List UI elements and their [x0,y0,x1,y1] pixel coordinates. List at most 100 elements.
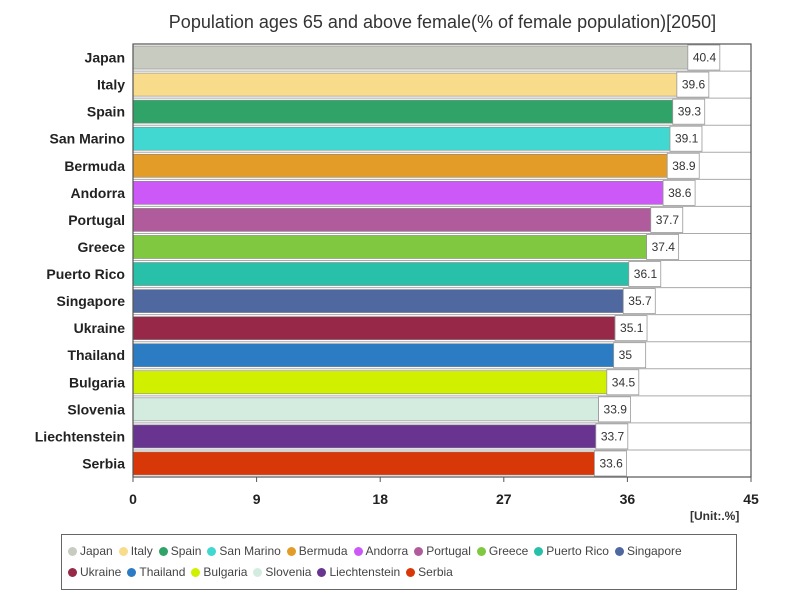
legend-item: Andorra [353,541,409,562]
legend-marker [353,547,363,556]
legend-marker [614,547,624,556]
value-label-box [613,342,647,369]
legend-item: Slovenia [253,562,311,583]
legend-marker [414,547,424,556]
legend-label: Greece [488,544,529,558]
unit-label: [Unit:.%] [690,509,740,523]
legend-marker [317,568,327,577]
value-label-box [622,288,656,315]
legend-label: Bulgaria [203,565,248,579]
category-label: Puerto Rico [46,266,125,282]
legend-label: San Marino [219,544,281,558]
category-label: Liechtenstein [35,428,125,444]
category-label: Greece [78,239,126,255]
bar [132,451,595,476]
legend-label: Thailand [139,565,186,579]
value-label: 39.1 [675,132,699,146]
bar [132,370,608,395]
legend-label: Puerto Rico [546,544,609,558]
value-label-box [666,152,700,179]
x-tick-label: 0 [129,491,137,507]
legend-label: Serbia [418,565,453,579]
value-label-box [614,315,648,342]
legend-item: Thailand [127,562,185,583]
legend-label: Slovenia [265,565,312,579]
bar [132,126,671,151]
value-label-box [650,206,684,233]
legend-marker [158,547,168,556]
legend-item: Portugal [414,541,471,562]
value-label: 39.6 [682,78,706,92]
legend-label: Bermuda [298,544,348,558]
bar [132,181,664,205]
value-label-box [594,450,627,477]
category-label: Spain [87,104,125,120]
value-label-box [687,44,721,71]
legend-item: Japan [68,541,113,562]
value-label: 38.9 [672,159,696,173]
legend-marker [476,547,486,556]
category-label: Portugal [68,212,125,228]
value-label-box [676,71,710,98]
x-tick-label: 36 [620,491,636,507]
bar [132,316,616,340]
value-label: 37.4 [652,240,676,254]
value-label-box [595,423,629,450]
bar [132,262,630,286]
legend-marker [207,547,217,556]
category-label: San Marino [50,131,125,147]
legend-label: Liechtenstein [329,565,401,579]
legend-marker [534,547,544,556]
legend-item: Greece [476,541,529,562]
value-label: 35.7 [628,294,652,308]
legend-item: San Marino [207,541,281,562]
bar [132,99,674,124]
value-label: 40.4 [693,51,717,65]
legend-marker [253,568,263,577]
chart-title: Population ages 65 and above female(% of… [168,12,717,32]
bar [132,153,668,178]
x-tick-label: 9 [253,491,261,507]
legend-item: Puerto Rico [534,541,609,562]
legend-marker [68,568,77,577]
legend-marker [118,547,128,556]
legend-marker [406,568,416,577]
category-label: Italy [97,77,125,93]
legend-label: Spain [170,544,202,558]
legend-label: Andorra [365,544,409,558]
bar [132,343,614,368]
legend-label: Singapore [626,544,682,558]
legend-label: Portugal [426,544,471,558]
legend-marker [68,547,77,556]
value-label: 34.5 [612,375,636,389]
legend-item: Serbia [406,562,453,583]
bar [132,289,624,313]
category-label: Bermuda [64,158,125,174]
value-label-box [598,396,631,423]
category-label: Bulgaria [69,374,125,390]
value-label: 33.6 [599,456,623,470]
legend-item: Bulgaria [191,562,247,583]
legend-item: Ukraine [68,562,121,583]
category-label: Serbia [82,455,125,471]
legend-item: Bermuda [286,541,348,562]
value-label: 37.7 [656,213,680,227]
x-tick-label: 45 [743,491,759,507]
bar [132,72,678,97]
value-label: 39.3 [678,105,702,119]
category-label: Japan [85,50,125,66]
legend-item: Singapore [614,541,682,562]
legend-item: Italy [118,541,153,562]
value-label-box [646,234,680,260]
value-label-box [662,179,696,206]
category-label: Singapore [57,293,126,309]
bar [132,424,597,449]
value-label-box [672,98,706,125]
category-label: Thailand [67,347,125,363]
value-label: 33.9 [604,402,628,416]
category-label: Slovenia [67,401,125,417]
value-label: 36.1 [634,267,658,281]
value-label: 35.1 [620,321,644,335]
bar [132,45,689,70]
